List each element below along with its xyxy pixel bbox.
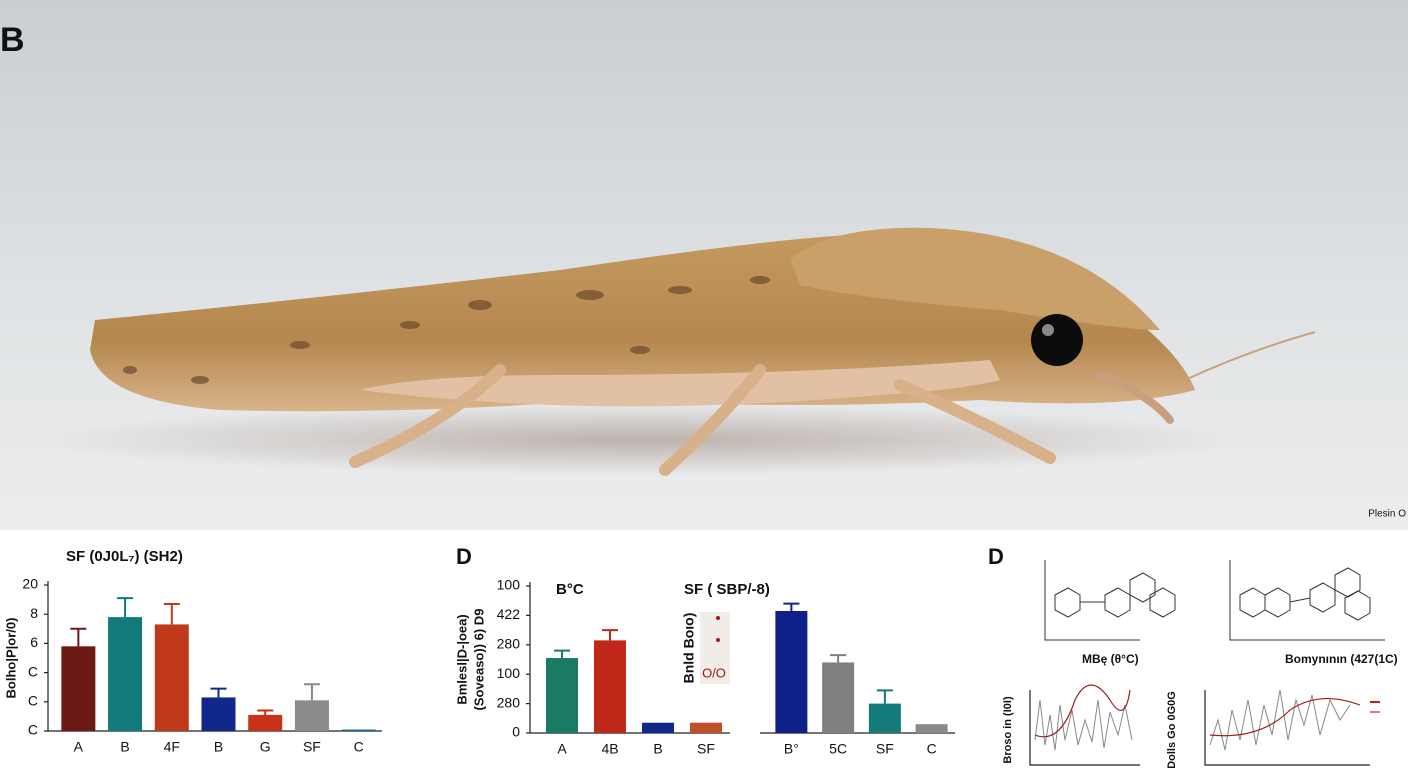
- x-tick-label: B: [120, 739, 129, 755]
- photo-caption: Plesin O: [1368, 509, 1406, 520]
- x-tick-label: 4B: [601, 741, 618, 757]
- error-bar: [70, 627, 87, 647]
- inset-legend: Bnld Boıo) O/O: [681, 612, 730, 684]
- panel-label: B: [0, 21, 25, 59]
- y-tick-label: 6: [30, 634, 38, 650]
- x-tick-label: 5C: [829, 741, 847, 757]
- bar: [154, 624, 189, 731]
- bar: [201, 697, 236, 731]
- y-tick-label: 100: [497, 665, 521, 681]
- x-tick-label: SF: [876, 741, 894, 757]
- x-tick-label: G: [260, 739, 271, 755]
- error-bar: [117, 597, 134, 618]
- y-tick-label: 100: [497, 577, 521, 593]
- x-tick-label: B: [653, 741, 662, 757]
- structure-label: Bomynının (427(1C): [1285, 652, 1398, 666]
- error-bar: [303, 683, 320, 701]
- y-axis-label: Bmlesl|D-|oea): [454, 614, 469, 704]
- x-tick-label: SF: [697, 741, 715, 757]
- trace-plots: [1029, 684, 1380, 766]
- x-tick-label: A: [74, 739, 84, 755]
- y-tick-label: 280: [497, 694, 521, 710]
- bar: [341, 729, 376, 731]
- bar: [294, 700, 329, 731]
- error-bar: [876, 689, 893, 704]
- error-bar: [830, 654, 847, 663]
- y-tick-label: 280: [497, 636, 521, 652]
- chart-title: SF (0J0L₇) (SH2): [66, 548, 183, 565]
- trace-ylabel: Dolls Go 0G0G: [1166, 691, 1178, 768]
- y-tick-label: 20: [22, 576, 38, 592]
- panel-label: D: [988, 544, 1004, 569]
- y-axis-label: Bolho|P|or/0): [3, 618, 18, 699]
- x-tick-label: C: [927, 741, 937, 757]
- y-axis-label: (Soveaso)) 6) D9: [471, 609, 486, 711]
- bar: [594, 640, 626, 733]
- y-tick-label: 0: [512, 724, 520, 740]
- group-label: B°C: [556, 581, 584, 598]
- x-tick-label: 4F: [164, 739, 180, 755]
- photo: Plesin O: [0, 0, 1408, 530]
- y-tick-label: C: [28, 693, 38, 709]
- trace-ylabel: Broso in (I0I): [1002, 696, 1014, 764]
- inset-text: O/O: [702, 665, 726, 680]
- x-tick-label: A: [557, 741, 567, 757]
- bar: [775, 610, 808, 733]
- group-label: SF ( SBP/-8): [684, 581, 770, 598]
- x-tick-label: C: [354, 739, 364, 755]
- error-bar: [163, 602, 180, 625]
- y-tick-label: C: [28, 722, 38, 738]
- y-tick-label: 422: [497, 606, 521, 622]
- bar: [108, 617, 143, 731]
- bar: [690, 722, 722, 733]
- bar: [642, 722, 674, 733]
- bar: [546, 658, 578, 733]
- error-bar: [783, 602, 800, 611]
- bar: [868, 703, 901, 733]
- panel-label: D: [456, 544, 472, 569]
- structure-label: MBę (θ°C): [1082, 652, 1139, 666]
- error-bar: [554, 649, 570, 659]
- x-tick-label: B°: [784, 741, 799, 757]
- bar: [915, 724, 948, 733]
- inset-label: Bnld Boıo): [681, 613, 697, 684]
- error-bar: [210, 687, 227, 698]
- structure-diagrams: [1044, 560, 1385, 641]
- y-tick-label: 8: [30, 605, 38, 621]
- x-tick-label: SF: [303, 739, 321, 755]
- bar: [248, 714, 283, 731]
- bar: [61, 646, 96, 731]
- error-bar: [602, 629, 618, 641]
- error-bar: [257, 709, 274, 715]
- inset-box: [700, 612, 730, 684]
- bar: [822, 662, 855, 733]
- x-tick-label: B: [214, 739, 223, 755]
- y-tick-label: C: [28, 663, 38, 679]
